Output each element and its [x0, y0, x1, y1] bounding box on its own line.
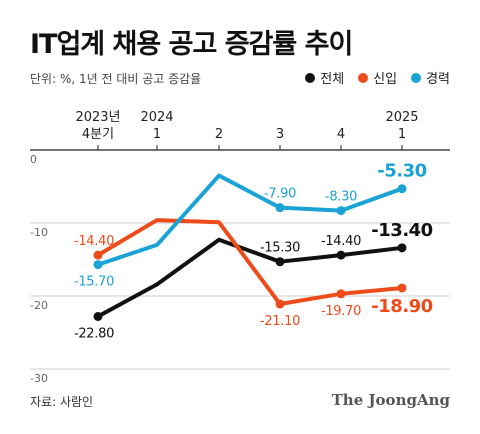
data-label-total: -13.40: [371, 220, 432, 241]
data-label-new: -19.70: [321, 304, 361, 319]
brand-logo: The JoongAng: [331, 391, 450, 409]
data-label-new: -14.40: [74, 234, 114, 249]
x-tick-label: 1: [153, 127, 161, 142]
series-line-experienced: [96, 173, 404, 267]
data-point-new: [397, 283, 407, 293]
legend-label-new: 신입: [373, 72, 398, 87]
data-point-new: [275, 299, 285, 309]
legend: 전체 신입 경력: [305, 68, 450, 87]
legend-item-experienced: 경력: [411, 68, 450, 87]
series-line-total: [96, 237, 404, 319]
data-point-experienced: [336, 206, 346, 216]
legend-label-experienced: 경력: [426, 72, 450, 87]
legend-dot-total: [305, 72, 316, 83]
data-label-total: -22.80: [74, 326, 114, 341]
x-tick-label: 4: [337, 127, 345, 142]
y-tick-label: -30: [30, 372, 48, 385]
y-tick-label: -20: [30, 299, 48, 312]
data-label-new: -18.90: [371, 296, 432, 317]
legend-dot-experienced: [411, 72, 422, 83]
data-point-total: [336, 250, 346, 260]
x-tick-label: 2024: [140, 110, 173, 125]
data-label-experienced: -8.30: [325, 190, 357, 205]
legend-dot-new: [358, 72, 369, 83]
x-tick-label: 3: [276, 127, 284, 142]
x-tick-label: 1: [398, 127, 406, 142]
y-tick-label: -10: [30, 226, 48, 239]
x-tick-label: 4분기: [82, 127, 114, 142]
data-point-new: [336, 289, 346, 299]
x-tick-label: 2023년: [75, 110, 120, 125]
data-point-experienced: [93, 260, 103, 270]
data-point-total: [93, 311, 103, 321]
legend-item-new: 신입: [358, 68, 397, 87]
chart-subtitle: 단위: %, 1년 전 대비 공고 증감율: [30, 72, 202, 86]
data-label-experienced: -5.30: [377, 161, 426, 182]
x-tick-label: 2025: [385, 110, 418, 125]
data-point-experienced: [275, 203, 285, 213]
data-label-experienced: -7.90: [264, 187, 296, 202]
data-point-total: [275, 257, 285, 267]
x-tick-label: 2: [215, 127, 223, 142]
data-point-new: [93, 250, 103, 260]
data-label-experienced: -15.70: [74, 275, 114, 290]
data-label-total: -14.40: [321, 234, 361, 249]
data-label-total: -15.30: [260, 241, 300, 256]
data-point-experienced: [397, 184, 407, 194]
chart-title: IT업계 채용 공고 증감률 추이: [30, 29, 353, 60]
data-label-new: -21.10: [260, 314, 300, 329]
data-point-total: [397, 243, 407, 253]
series-line-new: [96, 218, 404, 307]
y-tick-label: 0: [30, 153, 37, 166]
source-note: 자료: 사람인: [30, 395, 94, 409]
legend-item-total: 전체: [305, 68, 344, 87]
legend-label-total: 전체: [320, 72, 345, 87]
